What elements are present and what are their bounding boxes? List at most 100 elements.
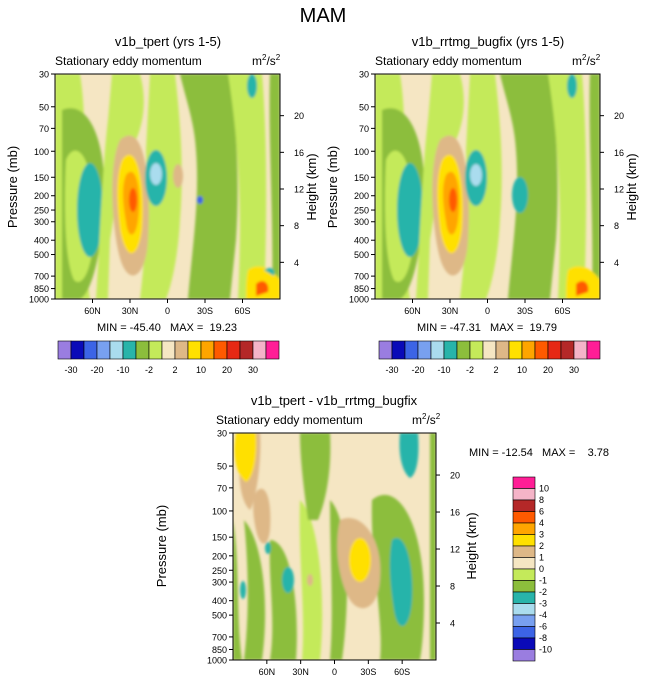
colorbar-label: 8 <box>539 495 544 505</box>
latitude-tick-label: 30S <box>517 306 533 316</box>
figure-title: MAM <box>300 5 347 27</box>
latitude-axis: 60N 30N 0 30S 60S <box>404 299 571 316</box>
colorbar-swatch <box>512 511 536 524</box>
latitude-tick-label: 0 <box>165 306 170 316</box>
colorbar-label: -10 <box>437 365 450 375</box>
latitude-tick-label: 0 <box>332 667 337 677</box>
y-axis-label: Pressure (mb) <box>5 146 20 228</box>
colorbar-swatch <box>213 340 228 360</box>
pressure-tick-label: 1000 <box>29 295 49 305</box>
height-tick-label: 20 <box>294 111 304 121</box>
colorbar-swatch <box>547 340 562 360</box>
colorbar-label: -30 <box>64 365 77 375</box>
pressure-tick-label: 250 <box>212 566 227 576</box>
colorbar-swatch <box>512 603 536 616</box>
colorbar-label: -20 <box>411 365 424 375</box>
colorbar-label: -4 <box>539 610 547 620</box>
colorbar-label: 20 <box>543 365 553 375</box>
colorbar-swatch <box>508 340 523 360</box>
contour-field <box>375 74 600 299</box>
pressure-tick-label: 700 <box>212 632 227 642</box>
colorbar: -30 -20 -10 -2 2 10 20 30 <box>57 340 280 375</box>
height-tick-label: 20 <box>450 471 460 481</box>
latitude-tick-label: 60S <box>394 667 410 677</box>
height-tick-label: 16 <box>450 508 460 518</box>
latitude-tick-label: 0 <box>485 306 490 316</box>
y-axis-right-label: Height (km) <box>464 512 479 579</box>
colorbar-swatch <box>512 568 536 581</box>
colorbar-label: 2 <box>493 365 498 375</box>
units-label: m2/s2 <box>252 53 281 68</box>
colorbar-swatch <box>560 340 575 360</box>
colorbar-swatch <box>482 340 497 360</box>
colorbar-swatch <box>252 340 267 360</box>
colorbar-label: 6 <box>539 507 544 517</box>
colorbar-swatch <box>573 340 588 360</box>
pressure-tick-label: 250 <box>34 206 49 216</box>
latitude-tick-label: 30N <box>292 667 309 677</box>
colorbar-label: -8 <box>539 633 547 643</box>
colorbar-swatch <box>417 340 432 360</box>
pressure-tick-label: 200 <box>212 551 227 561</box>
colorbar-swatch <box>109 340 124 360</box>
height-tick-label: 8 <box>294 221 299 231</box>
units-label: m2/s2 <box>412 412 441 427</box>
colorbar-swatch <box>495 340 510 360</box>
colorbar-label: -1 <box>539 576 547 586</box>
colorbar-label: -10 <box>539 645 552 655</box>
latitude-tick-label: 60N <box>404 306 421 316</box>
colorbar-label: 4 <box>539 518 544 528</box>
pressure-tick-label: 150 <box>212 533 227 543</box>
latitude-tick-label: 60N <box>84 306 101 316</box>
pressure-tick-label: 30 <box>359 70 369 80</box>
colorbar-label: -20 <box>90 365 103 375</box>
colorbar-swatch <box>265 340 280 360</box>
pressure-tick-label: 70 <box>359 124 369 134</box>
colorbar-swatch <box>226 340 241 360</box>
pressure-tick-label: 400 <box>212 596 227 606</box>
pressure-tick-label: 850 <box>34 284 49 294</box>
colorbar-swatch <box>512 614 536 627</box>
colorbar-label: 30 <box>248 365 258 375</box>
units-label: m2/s2 <box>572 53 601 68</box>
pressure-tick-label: 300 <box>34 217 49 227</box>
contour-field <box>55 74 280 299</box>
colorbar-swatch <box>161 340 176 360</box>
colorbar-label: 3 <box>539 530 544 540</box>
panel-difference: v1b_tpert - v1b_rrtmg_bugfix Stationary … <box>154 393 609 677</box>
colorbar-swatch <box>512 637 536 650</box>
height-tick-label: 4 <box>294 258 299 268</box>
colorbar-label: -10 <box>116 365 129 375</box>
pressure-tick-label: 150 <box>34 173 49 183</box>
colorbar-swatch <box>443 340 458 360</box>
colorbar-label: 30 <box>569 365 579 375</box>
colorbar-swatch <box>512 534 536 547</box>
pressure-tick-label: 200 <box>34 191 49 201</box>
colorbar-label: 10 <box>539 484 549 494</box>
colorbar-swatch <box>70 340 85 360</box>
pressure-tick-label: 150 <box>354 173 369 183</box>
latitude-tick-label: 60S <box>554 306 570 316</box>
latitude-tick-label: 60S <box>234 306 250 316</box>
panel-title: v1b_rrtmg_bugfix (yrs 1-5) <box>412 34 564 49</box>
colorbar-label: -2 <box>145 365 153 375</box>
y-axis-right-label: Height (km) <box>304 153 319 220</box>
height-axis: 20 16 12 8 4 <box>600 111 624 268</box>
colorbar-label: 10 <box>196 365 206 375</box>
colorbar-label: -3 <box>539 599 547 609</box>
pressure-tick-label: 100 <box>354 147 369 157</box>
colorbar-swatch <box>512 591 536 604</box>
latitude-tick-label: 30N <box>442 306 459 316</box>
colorbar-swatch <box>135 340 150 360</box>
colorbar-swatch <box>378 340 393 360</box>
min-max-stats: MIN = -45.40 MAX = 19.23 <box>97 322 237 334</box>
colorbar-swatch <box>512 488 536 501</box>
colorbar-swatch <box>174 340 189 360</box>
height-tick-label: 12 <box>294 185 304 195</box>
latitude-tick-label: 30S <box>360 667 376 677</box>
colorbar-swatch <box>512 626 536 639</box>
pressure-tick-label: 500 <box>212 611 227 621</box>
